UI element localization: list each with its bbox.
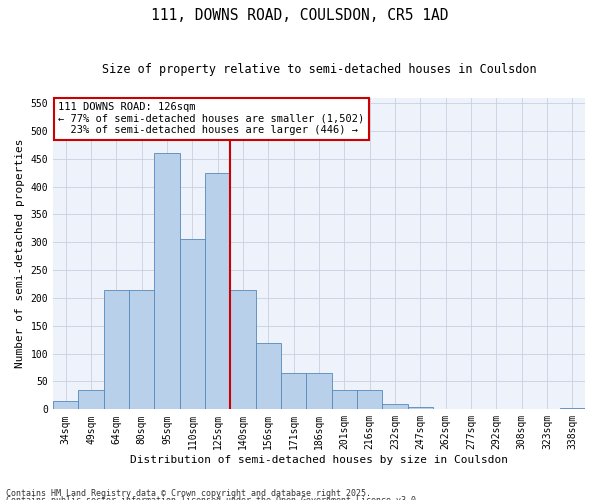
Text: 111 DOWNS ROAD: 126sqm
← 77% of semi-detached houses are smaller (1,502)
  23% o: 111 DOWNS ROAD: 126sqm ← 77% of semi-det… — [58, 102, 365, 136]
Bar — [307, 373, 332, 410]
Bar — [129, 290, 154, 410]
Title: Size of property relative to semi-detached houses in Coulsdon: Size of property relative to semi-detach… — [102, 62, 536, 76]
Text: Contains public sector information licensed under the Open Government Licence v3: Contains public sector information licen… — [6, 496, 421, 500]
Bar — [205, 172, 230, 410]
Bar — [281, 373, 307, 410]
Bar — [407, 406, 433, 410]
Bar — [154, 153, 179, 409]
Bar — [332, 390, 357, 409]
Bar — [256, 342, 281, 409]
Bar — [53, 401, 79, 409]
Bar — [179, 240, 205, 410]
X-axis label: Distribution of semi-detached houses by size in Coulsdon: Distribution of semi-detached houses by … — [130, 455, 508, 465]
Bar — [79, 390, 104, 409]
Bar — [382, 404, 407, 409]
Bar — [104, 290, 129, 410]
Text: 111, DOWNS ROAD, COULSDON, CR5 1AD: 111, DOWNS ROAD, COULSDON, CR5 1AD — [151, 8, 449, 22]
Text: Contains HM Land Registry data © Crown copyright and database right 2025.: Contains HM Land Registry data © Crown c… — [6, 488, 371, 498]
Y-axis label: Number of semi-detached properties: Number of semi-detached properties — [15, 138, 25, 368]
Bar — [357, 390, 382, 409]
Bar — [230, 290, 256, 410]
Bar — [560, 408, 585, 410]
